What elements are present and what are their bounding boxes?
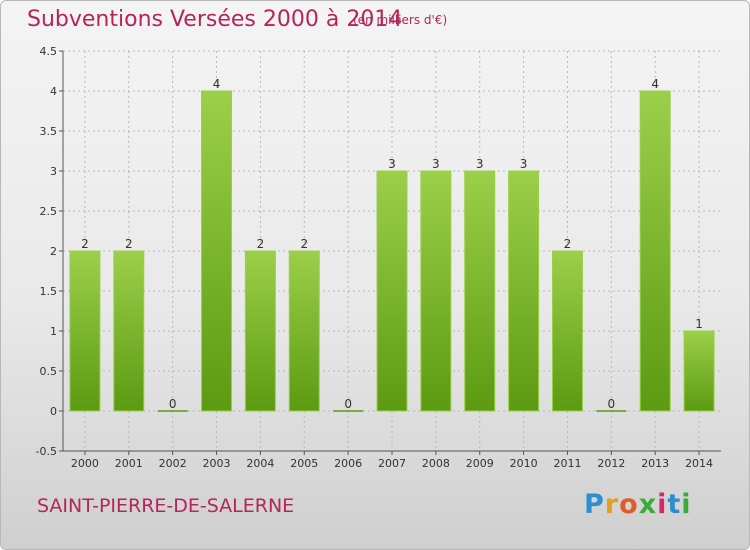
bar	[376, 170, 408, 412]
bar	[551, 250, 583, 412]
bar	[244, 250, 276, 412]
x-tick-label: 2003	[203, 457, 231, 470]
bar	[113, 250, 145, 412]
bar-value-label: 2	[81, 237, 89, 251]
bar-value-label: 2	[564, 237, 572, 251]
x-tick-label: 2014	[685, 457, 713, 470]
bar-value-label: 0	[344, 397, 352, 411]
x-tick-label: 2000	[71, 457, 99, 470]
chart-subtitle: (en milliers d'€)	[353, 13, 448, 27]
logo-letter: P	[584, 489, 605, 520]
bar-value-label: 4	[651, 77, 659, 91]
y-tick-label: 3.5	[40, 125, 58, 138]
x-tick-label: 2002	[159, 457, 187, 470]
x-tick-label: 2005	[290, 457, 318, 470]
bar	[288, 250, 320, 412]
logo-letter: x	[638, 489, 658, 520]
bar-value-label: 2	[125, 237, 133, 251]
bar-value-label: 0	[608, 397, 616, 411]
bar	[683, 330, 715, 412]
bar	[157, 410, 188, 412]
bar	[333, 410, 364, 412]
bar-value-label: 3	[476, 157, 484, 171]
y-tick-label: 3	[50, 165, 57, 178]
logo-letter: o	[619, 489, 639, 520]
bar-value-label: 1	[695, 317, 703, 331]
x-tick-label: 2007	[378, 457, 406, 470]
bar	[508, 170, 540, 412]
bar	[639, 90, 671, 412]
y-tick-label: 0.5	[40, 365, 58, 378]
bar-value-label: 2	[257, 237, 265, 251]
place-name: SAINT-PIERRE-DE-SALERNE	[37, 495, 295, 517]
bars: 2 2 0 4 2 2 0 3 3 3 3 2 0 4 1	[69, 77, 715, 412]
bar	[464, 170, 496, 412]
bar-value-label: 3	[432, 157, 440, 171]
bar-value-label: 2	[300, 237, 308, 251]
y-tick-label: 1	[50, 325, 57, 338]
y-tick-label: 4	[50, 85, 57, 98]
logo-letter: r	[604, 489, 620, 520]
y-tick-label: 2.5	[40, 205, 58, 218]
y-tick-label: -0.5	[36, 445, 57, 458]
x-tick-label: 2006	[334, 457, 362, 470]
x-tick-label: 2008	[422, 457, 450, 470]
logo-letter: i	[657, 489, 668, 520]
y-tick-label: 4.5	[40, 45, 58, 58]
bar-value-label: 3	[520, 157, 528, 171]
x-tick-label: 2010	[510, 457, 538, 470]
logo-letter: i	[681, 489, 692, 520]
bar	[201, 90, 233, 412]
y-tick-label: 1.5	[40, 285, 58, 298]
logo-letter: t	[667, 489, 682, 520]
chart-title: Subventions Versées 2000 à 2014	[27, 7, 403, 32]
x-tick-label: 2004	[246, 457, 274, 470]
x-tick-label: 2011	[553, 457, 581, 470]
x-tick-label: 2009	[466, 457, 494, 470]
x-tick-label: 2012	[597, 457, 625, 470]
bar-value-label: 4	[213, 77, 221, 91]
bar	[420, 170, 452, 412]
bar	[69, 250, 101, 412]
x-tick-label: 2013	[641, 457, 669, 470]
y-tick-label: 0	[50, 405, 57, 418]
proxiti-logo: Proxiti	[584, 489, 692, 520]
bar-value-label: 0	[169, 397, 177, 411]
y-tick-label: 2	[50, 245, 57, 258]
bar-value-label: 3	[388, 157, 396, 171]
bar	[596, 410, 627, 412]
x-tick-label: 2001	[115, 457, 143, 470]
